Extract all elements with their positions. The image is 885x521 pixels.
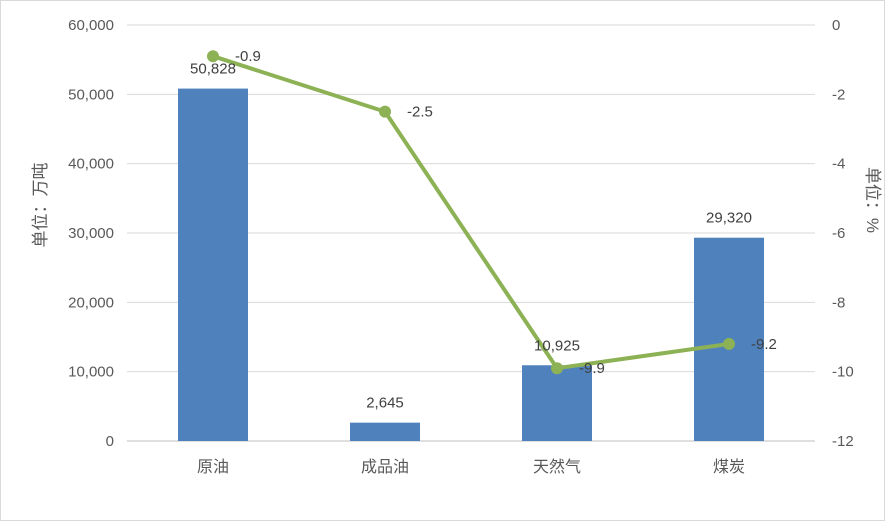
line-point xyxy=(207,50,219,63)
axis-ticks: 0 10,000 20,000 30,000 40,000 50,000 60,000 0 -2… xyxy=(68,17,854,450)
bar xyxy=(350,422,420,441)
line-point xyxy=(723,337,735,350)
category-label: 煤炭 xyxy=(713,458,745,476)
bar-series xyxy=(178,88,764,442)
bar-data-label: 50,828 xyxy=(190,61,236,78)
y-tick-label-left: 10,000 xyxy=(68,364,114,381)
y-tick-label-left: 40,000 xyxy=(68,156,114,173)
y-tick-label-left: 50,000 xyxy=(68,86,114,103)
y-tick-label-right: 0 xyxy=(832,17,840,34)
y-tick-label-left: 60,000 xyxy=(68,17,114,34)
y-tick-label-right: -12 xyxy=(832,433,854,450)
line-data-label: -9.9 xyxy=(579,360,605,377)
y-tick-label-right: -4 xyxy=(832,156,845,173)
line-series xyxy=(207,50,735,375)
category-label: 原油 xyxy=(197,458,229,476)
series-line xyxy=(211,54,731,371)
line-data-label: -2.5 xyxy=(407,104,433,121)
y-tick-label-right: -8 xyxy=(832,294,845,311)
bar-data-label: 2,645 xyxy=(366,395,404,412)
line-data-label: -9.2 xyxy=(751,336,777,353)
y-tick-label-left: 30,000 xyxy=(68,225,114,242)
bar-data-label: 29,320 xyxy=(706,210,752,227)
y-tick-label-right: -6 xyxy=(832,225,845,242)
y-axis-title-right: 单位：% xyxy=(863,167,882,233)
y-tick-label-right: -10 xyxy=(832,364,854,381)
category-label: 成品油 xyxy=(361,458,409,476)
y-tick-label-left: 0 xyxy=(106,433,114,450)
y-tick-label-right: -2 xyxy=(832,86,845,103)
line-point xyxy=(551,362,563,375)
category-labels: 原油 成品油 天然气 煤炭 xyxy=(197,458,745,476)
category-label: 天然气 xyxy=(533,458,581,476)
bar-data-label: 10,925 xyxy=(534,337,580,354)
line-point xyxy=(379,105,391,118)
y-tick-label-left: 20,000 xyxy=(68,294,114,311)
bar xyxy=(178,88,248,442)
bar xyxy=(522,365,592,441)
data-labels: 50,828 2,645 10,925 29,320 -0.9 -2.5 -9.9 -9.2 xyxy=(190,48,777,411)
y-axis-title-left: 单位：万吨 xyxy=(31,163,50,248)
line-data-label: -0.9 xyxy=(235,48,261,65)
